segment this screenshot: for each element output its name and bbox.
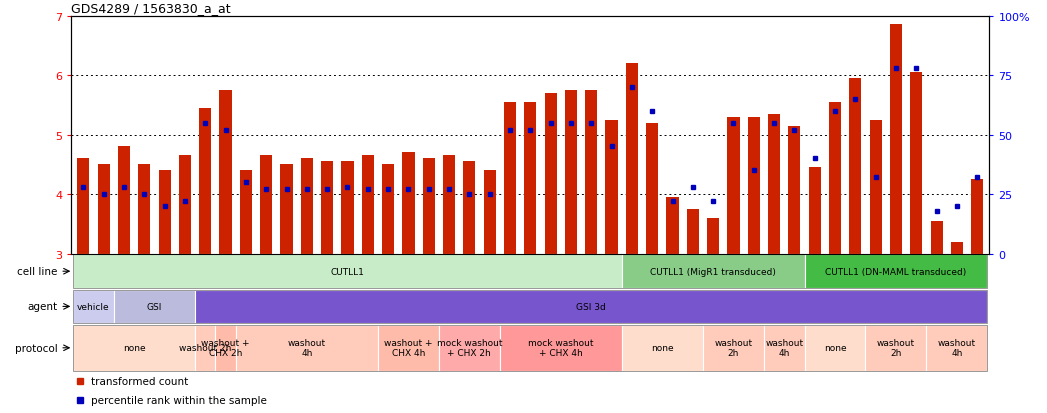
Text: cell line: cell line [17,266,58,277]
Text: washout
2h: washout 2h [877,338,915,358]
Bar [931,221,942,254]
Bar [73,255,622,288]
Bar [484,171,496,254]
Bar [97,165,110,254]
Bar [220,91,231,254]
Bar [236,325,378,371]
Bar [77,159,89,254]
Bar [138,165,151,254]
Bar [748,117,760,254]
Text: GSI: GSI [147,302,162,311]
Bar [504,102,516,254]
Bar [195,325,216,371]
Bar [707,218,719,254]
Bar [764,325,804,371]
Bar [378,325,439,371]
Bar [849,79,862,254]
Bar [321,162,333,254]
Bar [443,156,455,254]
Bar [240,171,252,254]
Text: mock washout
+ CHX 4h: mock washout + CHX 4h [528,338,594,358]
Bar [910,73,922,254]
Text: protocol: protocol [15,343,58,353]
Bar [118,147,130,254]
Bar [870,121,882,254]
Bar [804,325,866,371]
Text: vehicle: vehicle [77,302,110,311]
Bar [199,109,211,254]
Bar [281,165,292,254]
Text: washout
4h: washout 4h [765,338,803,358]
Bar [808,168,821,254]
Text: agent: agent [27,301,58,312]
Bar [626,64,638,254]
Bar [804,255,987,288]
Bar [564,91,577,254]
Text: CUTLL1: CUTLL1 [331,267,364,276]
Text: washout +
CHX 4h: washout + CHX 4h [384,338,432,358]
Bar [703,325,764,371]
Bar [499,325,622,371]
Bar [951,242,963,254]
Bar [866,325,927,371]
Bar [216,325,236,371]
Text: washout +
CHX 2h: washout + CHX 2h [201,338,250,358]
Text: GSI 3d: GSI 3d [577,302,606,311]
Text: washout
2h: washout 2h [714,338,753,358]
Text: none: none [651,344,673,352]
Bar [927,325,987,371]
Bar [179,156,191,254]
Text: percentile rank within the sample: percentile rank within the sample [91,394,267,405]
Bar [544,94,557,254]
Bar [585,91,598,254]
Bar [788,126,801,254]
Bar [300,159,313,254]
Bar [605,121,618,254]
Bar [341,162,354,254]
Bar [439,325,499,371]
Bar [195,290,987,323]
Text: washout 2h: washout 2h [179,344,231,352]
Text: CUTLL1 (DN-MAML transduced): CUTLL1 (DN-MAML transduced) [825,267,966,276]
Text: none: none [824,344,846,352]
Text: CUTLL1 (MigR1 transduced): CUTLL1 (MigR1 transduced) [650,267,776,276]
Text: washout
4h: washout 4h [288,338,326,358]
Bar [890,26,903,254]
Bar [829,102,841,254]
Bar [260,156,272,254]
Bar [622,325,703,371]
Bar [646,123,659,254]
Bar [114,290,195,323]
Bar [463,162,475,254]
Bar [687,209,699,254]
Bar [972,180,983,254]
Bar [382,165,395,254]
Text: washout
4h: washout 4h [938,338,976,358]
Bar [525,102,536,254]
Bar [768,114,780,254]
Text: none: none [122,344,146,352]
Text: GDS4289 / 1563830_a_at: GDS4289 / 1563830_a_at [71,2,230,15]
Bar [728,117,739,254]
Text: transformed count: transformed count [91,376,188,386]
Bar [158,171,171,254]
Bar [73,325,195,371]
Bar [73,290,114,323]
Bar [622,255,804,288]
Bar [666,197,678,254]
Bar [361,156,374,254]
Bar [423,159,435,254]
Bar [402,153,415,254]
Text: mock washout
+ CHX 2h: mock washout + CHX 2h [437,338,503,358]
